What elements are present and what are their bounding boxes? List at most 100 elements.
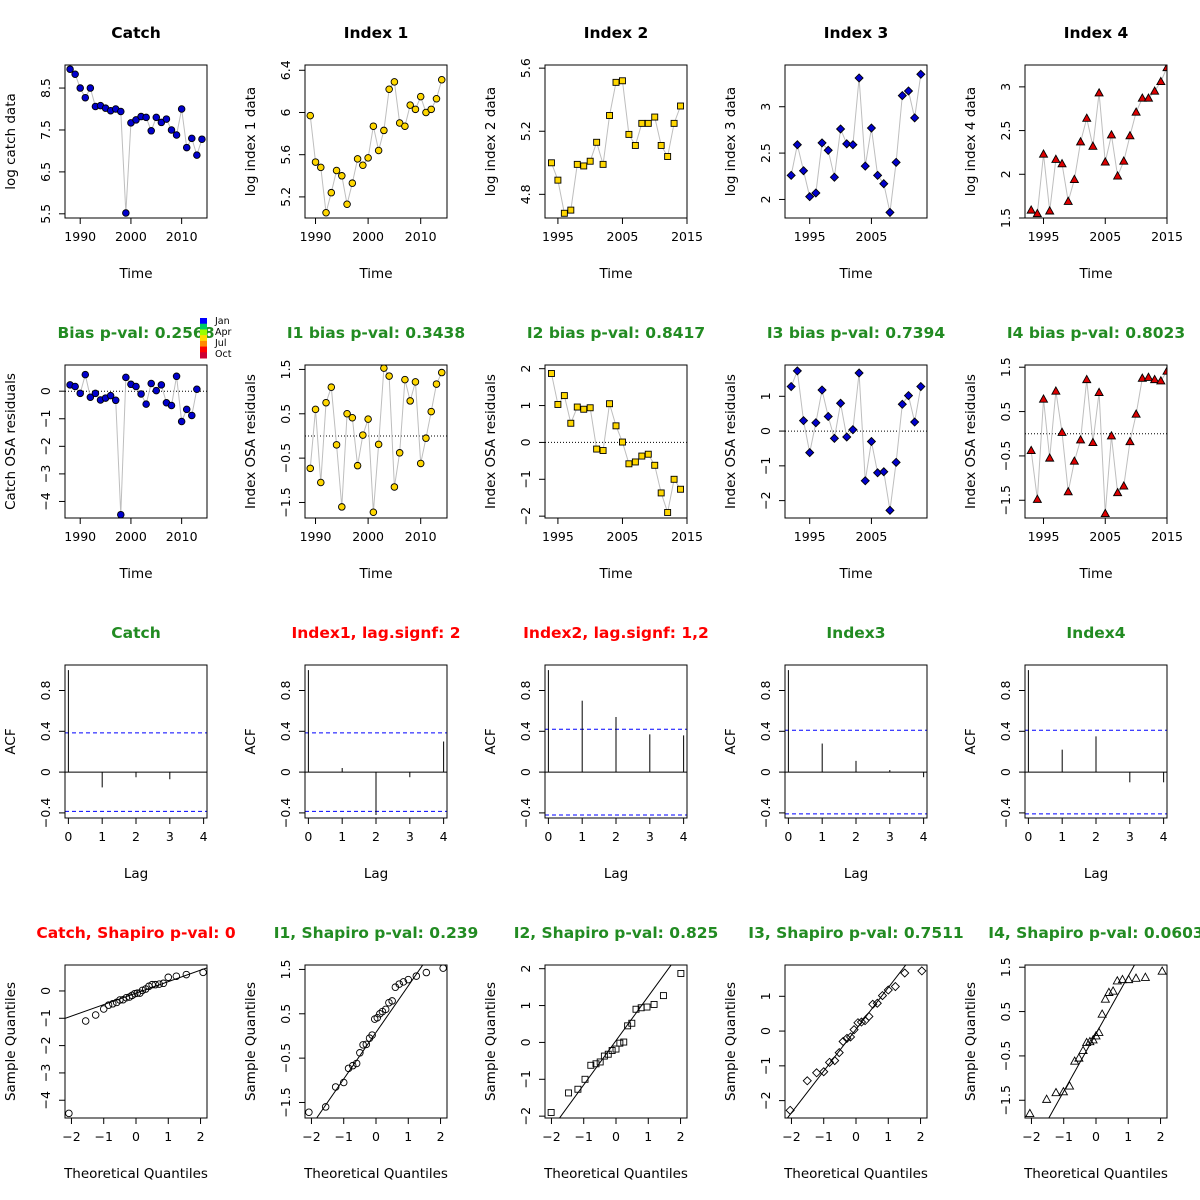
data-point — [1038, 394, 1049, 403]
y-tick-label: −0.4 — [38, 798, 53, 828]
x-tick-label: 1 — [1124, 1129, 1132, 1144]
data-point — [182, 143, 191, 152]
data-point — [91, 389, 100, 398]
data-point — [81, 93, 90, 102]
plot-frame — [784, 364, 928, 519]
panel-17: I1, Shapiro p-val: 0.239 Theoretical Quan… — [243, 924, 478, 1182]
x-axis-label: Lag — [124, 866, 148, 882]
data-point — [1125, 436, 1135, 446]
x-tick-label: 2005 — [1089, 229, 1121, 244]
qq-point — [1078, 1045, 1088, 1055]
qq-point — [864, 1011, 874, 1022]
data-point — [416, 92, 425, 101]
data-point — [567, 419, 575, 427]
data-point — [106, 391, 115, 400]
data-point — [1063, 486, 1073, 496]
data-point — [644, 119, 652, 127]
plot-area — [545, 670, 687, 816]
data-point — [677, 102, 684, 110]
data-point — [167, 401, 176, 410]
x-tick-label: 0 — [852, 1129, 860, 1144]
y-tick-label: 0 — [518, 438, 533, 446]
qq-point — [608, 1047, 616, 1054]
x-tick-label: −2 — [62, 1129, 80, 1144]
plot-area — [65, 670, 207, 812]
qq-point — [643, 1003, 651, 1011]
data-point — [152, 113, 161, 122]
qq-point — [565, 1089, 573, 1097]
qq-point — [574, 1085, 582, 1093]
qq-point — [339, 1078, 348, 1087]
legend-swatch — [200, 352, 207, 359]
y-tick-label: −1 — [518, 470, 533, 488]
x-tick-label: 1 — [884, 1129, 892, 1144]
data-point — [625, 460, 633, 468]
qq-point — [856, 1017, 867, 1027]
data-point — [1044, 453, 1055, 462]
qq-point — [853, 1018, 863, 1028]
y-axis-label: log index 1 data — [243, 87, 259, 196]
data-point — [1131, 107, 1141, 116]
data-point — [670, 475, 678, 483]
x-axis-label: Lag — [1084, 866, 1108, 882]
x-tick-label: 2000 — [352, 529, 384, 544]
data-point — [338, 172, 346, 180]
qq-point — [547, 1109, 555, 1116]
x-tick-label: −2 — [302, 1129, 320, 1144]
y-tick-label: −1 — [758, 1057, 773, 1075]
x-tick-label: 1990 — [64, 229, 96, 244]
qq-reference-line — [786, 965, 907, 1118]
data-point — [147, 379, 155, 388]
data-point — [848, 140, 858, 150]
data-point — [619, 438, 626, 446]
plot-frame — [1024, 364, 1168, 519]
qq-point — [151, 980, 160, 989]
data-point — [651, 461, 659, 469]
data-point — [332, 441, 341, 449]
x-tick-label: 2005 — [607, 229, 639, 244]
data-point — [182, 405, 191, 414]
qq-point — [1051, 1087, 1061, 1097]
x-tick-label: 1 — [818, 829, 826, 844]
qq-point — [422, 968, 431, 977]
data-point — [401, 122, 409, 130]
panel-title: Index 1 — [344, 24, 409, 42]
x-tick-label: 2005 — [1089, 529, 1121, 544]
y-tick-label: −1 — [518, 1070, 533, 1088]
data-point — [1063, 196, 1073, 205]
data-point — [1032, 208, 1043, 218]
y-tick-label: −2 — [758, 1091, 773, 1109]
panel-1: Catch Time log catch data 1990 2000 2010 5.5 6.… — [3, 24, 208, 282]
data-point — [369, 122, 378, 130]
y-tick-label: 0.4 — [278, 721, 293, 741]
y-tick-label: 2 — [758, 195, 773, 203]
data-point — [437, 368, 446, 377]
data-point — [792, 366, 802, 376]
qq-point — [819, 1067, 829, 1077]
x-tick-label: 4 — [920, 829, 928, 844]
y-tick-label: 1.5 — [998, 208, 1013, 228]
x-axis-label: Time — [358, 566, 392, 582]
data-point — [586, 157, 594, 165]
plot-area — [785, 670, 927, 815]
x-tick-label: 0 — [304, 829, 312, 844]
data-point — [374, 146, 383, 155]
data-point — [188, 134, 196, 143]
x-tick-label: 2015 — [671, 529, 703, 544]
x-tick-label: 2 — [197, 1129, 205, 1144]
plot-frame — [304, 64, 448, 219]
x-axis-label: Lag — [364, 866, 388, 882]
qq-point — [362, 1040, 371, 1049]
qq-point — [1140, 972, 1151, 981]
panel-title: I2, Shapiro p-val: 0.825 — [514, 924, 719, 942]
y-tick-label: 1 — [518, 402, 533, 410]
qq-point — [164, 973, 173, 982]
y-tick-label: 0.5 — [278, 1004, 293, 1024]
panel-title: I1, Shapiro p-val: 0.239 — [274, 924, 479, 942]
y-axis-label: Index OSA residuals — [723, 374, 739, 509]
y-tick-label: 1.5 — [278, 959, 293, 979]
data-point — [891, 157, 901, 168]
qq-point — [1157, 966, 1167, 975]
data-point — [664, 509, 672, 516]
